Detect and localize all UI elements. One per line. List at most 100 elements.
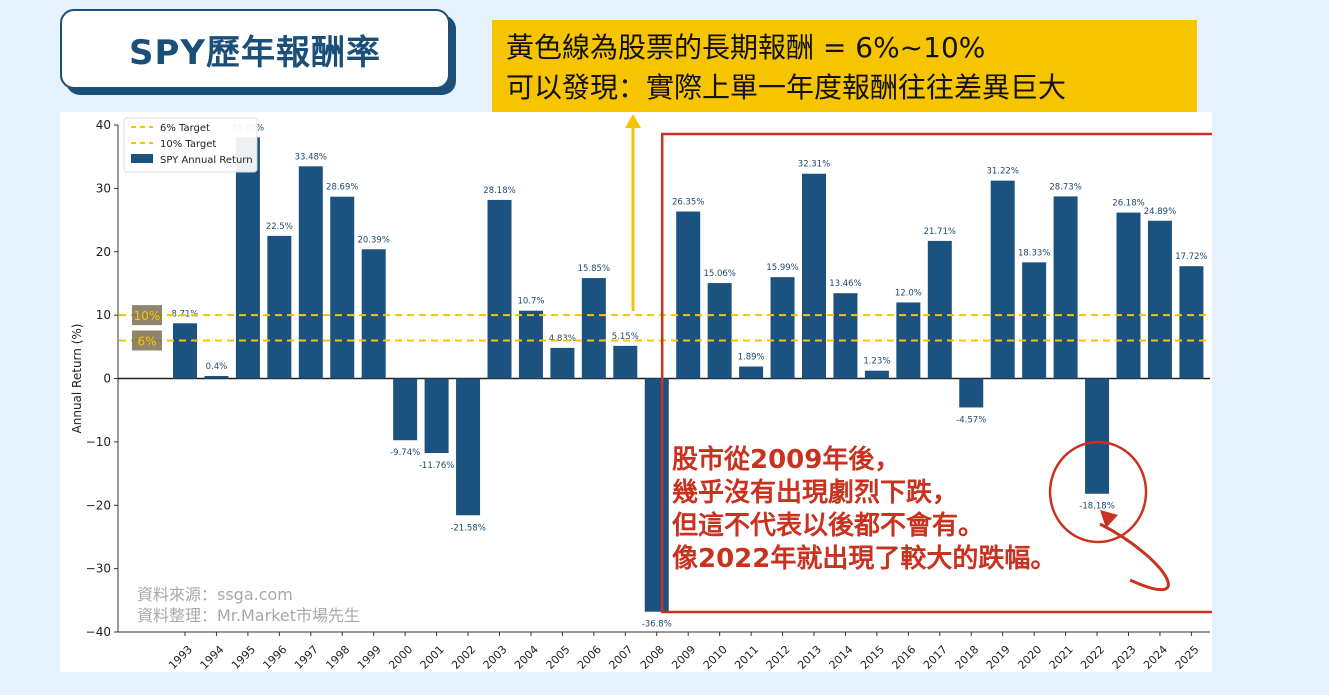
value-label-2021: 28.73% xyxy=(1049,182,1081,192)
value-label-2018: -4.57% xyxy=(956,415,986,425)
annotation-line-1: 股市從2009年後， xyxy=(672,445,901,475)
x-tick-label-2007: 2007 xyxy=(606,643,635,672)
legend-box xyxy=(123,117,258,173)
bar-2015 xyxy=(864,370,889,379)
bar-2011 xyxy=(739,366,764,379)
value-label-1997: 33.48% xyxy=(295,152,327,162)
bar-2002 xyxy=(456,378,481,516)
x-tick-label-2019: 2019 xyxy=(984,643,1013,672)
bar-2018 xyxy=(959,378,984,408)
bar-2012 xyxy=(770,277,795,379)
value-label-2016: 12.0% xyxy=(895,288,922,298)
bar-2008 xyxy=(644,378,669,612)
x-tick-label-1993: 1993 xyxy=(166,643,195,672)
x-tick-label-2006: 2006 xyxy=(575,643,604,672)
curved-arrow-2022 xyxy=(1099,522,1170,592)
x-tick-label-2003: 2003 xyxy=(481,643,510,672)
y-axis-label: Annual Return (%) xyxy=(70,324,84,434)
x-tick-label-2022: 2022 xyxy=(1078,643,1107,672)
x-tick-label-1994: 1994 xyxy=(198,643,227,672)
annotation-line-2: 幾乎沒有出現劇烈下跌， xyxy=(672,478,959,508)
x-tick-label-1998: 1998 xyxy=(323,643,352,672)
bar-2021 xyxy=(1053,196,1078,379)
x-tick-label-2012: 2012 xyxy=(764,643,793,672)
bar-2007 xyxy=(613,345,638,379)
x-tick-label-2008: 2008 xyxy=(638,643,667,672)
target-tag-label-10: 10% xyxy=(134,309,161,323)
bar-2010 xyxy=(707,283,732,379)
x-tick-label-2010: 2010 xyxy=(701,643,730,672)
post-2009-annotation: 股市從2009年後， 幾乎沒有出現劇烈下跌， 但這不代表以後都不會有。 像202… xyxy=(672,444,1212,576)
value-label-1994: 0.4% xyxy=(206,362,228,372)
bar-2013 xyxy=(802,173,826,379)
bar-1996 xyxy=(267,235,292,379)
value-label-1996: 22.5% xyxy=(266,222,293,232)
target-tag-6 xyxy=(132,330,162,351)
value-label-2012: 15.99% xyxy=(766,263,798,273)
y-tick-label: 10 xyxy=(96,308,111,322)
target-note-line-2: 可以發現：實際上單一年度報酬往往差異巨大 xyxy=(506,71,1067,104)
y-tick-label: 20 xyxy=(96,245,111,259)
highlight-box-2009-2025 xyxy=(660,132,1212,614)
bar-2009 xyxy=(676,211,701,379)
value-label-1998: 28.69% xyxy=(326,183,358,193)
value-label-2022: -18.18% xyxy=(1079,502,1114,512)
value-label-2005: 4.83% xyxy=(549,334,576,344)
title-card: SPY歷年報酬率 xyxy=(60,9,450,89)
value-label-2004: 10.7% xyxy=(517,297,544,307)
legend-label-6-target: 6% Target xyxy=(160,123,210,134)
bar-2005 xyxy=(550,347,575,379)
y-tick-label: −30 xyxy=(86,562,111,576)
x-tick-label-2002: 2002 xyxy=(449,643,478,672)
arrow-head xyxy=(625,114,641,128)
bar-1993 xyxy=(173,323,197,379)
x-tick-label-2024: 2024 xyxy=(1141,643,1170,672)
bar-2022 xyxy=(1085,378,1110,494)
value-label-2013: 32.31% xyxy=(798,160,830,170)
bar-2024 xyxy=(1147,220,1172,379)
x-tick-label-1996: 1996 xyxy=(260,643,289,672)
value-label-2006: 15.85% xyxy=(578,264,610,274)
bar-1994 xyxy=(204,375,229,379)
source-line-2: 資料整理：Mr.Market市場先生 xyxy=(137,606,361,625)
bar-2020 xyxy=(1022,262,1047,379)
x-tick-label-2009: 2009 xyxy=(669,643,698,672)
y-tick-label: 30 xyxy=(96,181,111,195)
curved-arrow-head-2022 xyxy=(1100,510,1118,528)
y-tick-label: 40 xyxy=(96,118,111,132)
value-label-2000: -9.74% xyxy=(390,448,420,458)
value-label-2003: 28.18% xyxy=(483,186,515,196)
bar-2003 xyxy=(487,199,512,379)
x-tick-label-1999: 1999 xyxy=(355,643,384,672)
x-tick-label-2017: 2017 xyxy=(921,643,950,672)
bar-1995 xyxy=(235,137,260,379)
x-tick-label-2020: 2020 xyxy=(1015,643,1044,672)
target-note-box: 黃色線為股票的長期報酬 = 6%~10% 可以發現：實際上單一年度報酬往往差異巨… xyxy=(492,20,1197,116)
annotation-line-4: 像2022年就出現了較大的跌幅。 xyxy=(672,544,1057,574)
target-note-line-1: 黃色線為股票的長期報酬 = 6%~10% xyxy=(506,31,986,64)
page-title: SPY歷年報酬率 xyxy=(128,32,382,73)
bar-2017 xyxy=(927,240,952,379)
x-tick-label-1997: 1997 xyxy=(292,643,321,672)
value-label-2014: 13.46% xyxy=(829,279,861,289)
target-tag-10 xyxy=(132,305,162,326)
value-label-2007: 5.15% xyxy=(612,332,639,342)
legend-swatch-spy xyxy=(131,154,153,163)
x-tick-label-2018: 2018 xyxy=(952,643,981,672)
value-label-2017: 21.71% xyxy=(924,227,956,237)
bar-1997 xyxy=(298,166,323,379)
x-tick-label-2023: 2023 xyxy=(1110,643,1139,672)
x-tick-label-2000: 2000 xyxy=(386,643,415,672)
target-tag-label-6: 6% xyxy=(137,334,156,348)
legend-label-10-target: 10% Target xyxy=(160,139,216,150)
x-tick-label-2004: 2004 xyxy=(512,643,541,672)
x-tick-label-2005: 2005 xyxy=(544,643,573,672)
x-tick-label-2013: 2013 xyxy=(795,643,824,672)
bar-2004 xyxy=(518,310,543,379)
value-label-1999: 20.39% xyxy=(357,235,389,245)
bar-2019 xyxy=(990,180,1015,379)
x-tick-label-2021: 2021 xyxy=(1047,643,1076,672)
value-label-2010: 15.06% xyxy=(703,269,735,279)
